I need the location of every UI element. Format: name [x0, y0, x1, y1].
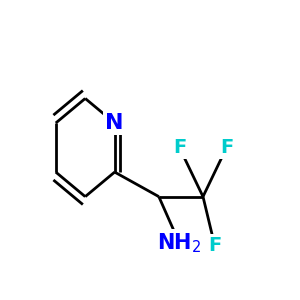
- Text: NH$_2$: NH$_2$: [157, 231, 202, 255]
- Text: F: F: [173, 138, 186, 157]
- Text: N: N: [105, 113, 124, 133]
- Text: F: F: [220, 138, 233, 157]
- Text: F: F: [208, 236, 221, 255]
